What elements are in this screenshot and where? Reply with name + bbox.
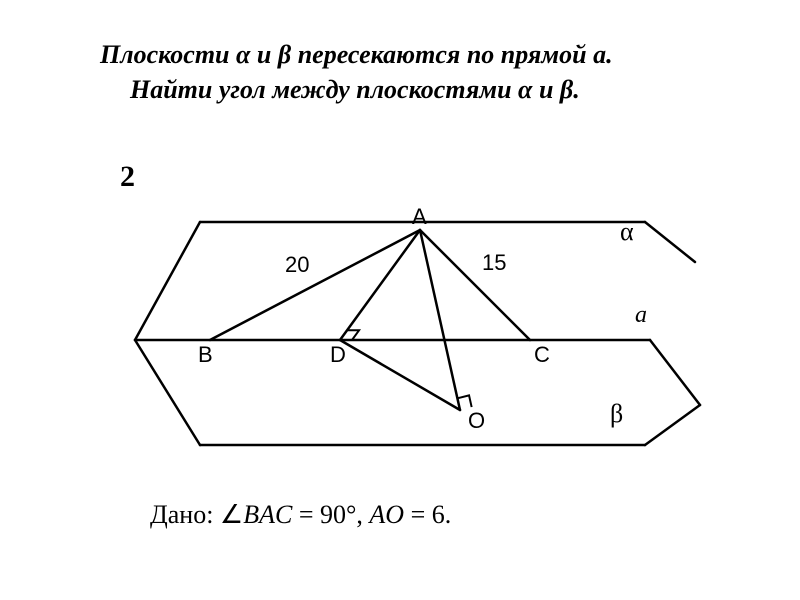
t2-beta: β xyxy=(560,75,573,104)
t2-p4: . xyxy=(573,75,580,104)
seg-name: AO xyxy=(369,500,404,529)
svg-text:a: a xyxy=(635,302,647,328)
problem-number: 2 xyxy=(120,160,135,194)
t1-a: a xyxy=(593,40,606,69)
t1-p0: Плоскости xyxy=(100,40,236,69)
given-prefix: Дано: xyxy=(150,500,220,529)
title-line-1: Плоскости α и β пересекаются по прямой a… xyxy=(100,40,613,70)
t1-p2: и xyxy=(250,40,277,69)
angle-symbol-icon: ∠ xyxy=(220,500,243,529)
t2-p0: Найти угол между плоскостями xyxy=(130,75,518,104)
given-line: Дано: ∠BAC = 90°, AO = 6. xyxy=(150,500,451,530)
t1-beta: β xyxy=(278,40,291,69)
t2-alpha: α xyxy=(518,75,532,104)
geometry-figure: A B C D O 20 15 α β a xyxy=(90,200,710,460)
svg-text:20: 20 xyxy=(285,252,309,277)
svg-text:15: 15 xyxy=(482,250,506,275)
svg-text:O: O xyxy=(468,408,485,433)
svg-text:B: B xyxy=(198,342,213,367)
svg-text:D: D xyxy=(330,342,346,367)
page-root: Плоскости α и β пересекаются по прямой a… xyxy=(0,0,800,600)
t1-p4: пересекаются по прямой xyxy=(291,40,593,69)
figure-svg: A B C D O 20 15 α β a xyxy=(90,200,710,460)
angle-name: BAC xyxy=(243,500,292,529)
svg-text:C: C xyxy=(534,342,550,367)
eq1: = 90°, xyxy=(292,500,369,529)
svg-text:β: β xyxy=(610,399,623,428)
t1-alpha: α xyxy=(236,40,250,69)
t1-p6: . xyxy=(606,40,613,69)
svg-text:α: α xyxy=(620,217,634,246)
eq2: = 6. xyxy=(404,500,451,529)
t2-p2: и xyxy=(532,75,559,104)
title-line-2: Найти угол между плоскостями α и β. xyxy=(130,75,580,105)
svg-text:A: A xyxy=(412,204,427,229)
